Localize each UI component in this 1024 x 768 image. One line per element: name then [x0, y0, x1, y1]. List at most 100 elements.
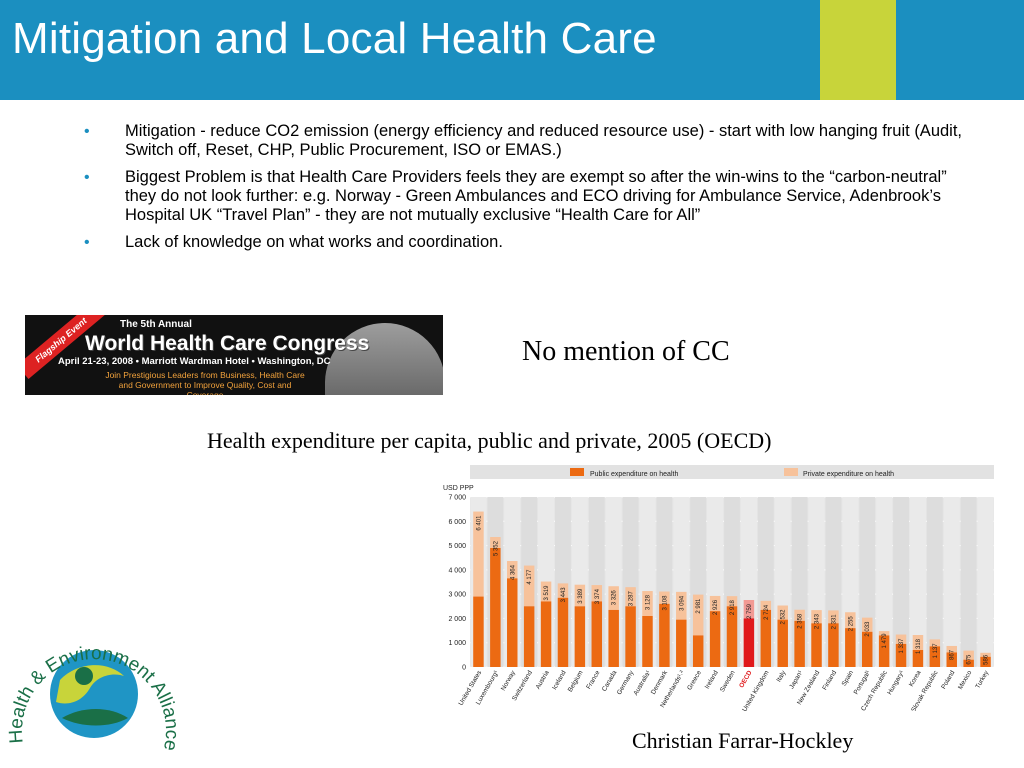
x-tick-label: OECD: [738, 669, 754, 689]
author-name: Christian Farrar-Hockley: [632, 728, 854, 753]
data-label: 2 343: [815, 613, 821, 629]
bullet-dot: •: [84, 169, 90, 186]
bar-public: [676, 619, 687, 667]
bar-public: [557, 597, 569, 667]
data-label: 586: [984, 654, 990, 665]
bar-private: [760, 600, 772, 610]
bar-private: [743, 599, 755, 619]
x-tick-label: Belgium: [567, 670, 585, 694]
data-label: 2 759: [747, 603, 753, 619]
x-tick-label: Greece: [686, 669, 703, 691]
data-label: 6 401: [476, 515, 482, 531]
data-label: 3 443: [561, 587, 567, 603]
bar-private: [912, 634, 924, 650]
bar-private: [523, 565, 535, 607]
bar-private: [895, 634, 907, 644]
bar-public: [845, 628, 856, 667]
bar-public: [591, 601, 603, 667]
x-tick-label: Austria: [535, 669, 551, 690]
y-axis-label: USD PPP: [443, 485, 474, 492]
x-tick-label: Finland: [821, 669, 838, 691]
x-tick-label: Canada: [601, 669, 619, 693]
legend-swatch-public: [570, 468, 584, 476]
bar-private: [490, 537, 501, 548]
x-tick-label: Spain: [841, 669, 856, 687]
data-label: 3 326: [612, 590, 618, 606]
data-label: 3 389: [578, 588, 584, 604]
bar-private: [726, 596, 738, 607]
no-mention-note: No mention of CC: [522, 336, 730, 367]
data-label: 3 094: [679, 595, 685, 611]
data-label: 867: [950, 649, 956, 660]
data-label: 3 374: [595, 588, 601, 604]
data-label: 3 128: [645, 594, 651, 610]
bar-public: [726, 606, 738, 667]
bar-public: [811, 623, 822, 667]
bar-public: [642, 616, 653, 667]
data-label: 2 033: [865, 621, 871, 637]
bar-private: [692, 594, 704, 636]
title-bar: Mitigation and Local Health Care: [0, 0, 1024, 100]
bar-public: [625, 606, 636, 667]
data-label: 4 177: [527, 569, 533, 585]
congress-banner: Flagship Event The 5th Annual World Heal…: [25, 315, 443, 395]
x-tick-label: Hungary¹: [886, 669, 906, 696]
bar-public: [507, 578, 518, 667]
column-band: [876, 497, 893, 667]
bar-private: [963, 650, 974, 660]
banner-tagline: Join Prestigious Leaders from Business, …: [105, 370, 305, 395]
data-label: 2 331: [831, 614, 837, 630]
bar-public: [946, 652, 957, 667]
chart-caption: Health expenditure per capita, public an…: [207, 428, 772, 453]
bullet-list: • Mitigation - reduce CO2 emission (ener…: [84, 122, 964, 260]
x-tick-label: Turkey: [974, 669, 990, 690]
logo-figure-body-icon: [62, 709, 128, 726]
y-tick-label: 5 000: [448, 543, 466, 550]
data-label: 3 287: [629, 591, 635, 607]
bar-public: [523, 606, 535, 667]
data-label: 5 352: [493, 540, 499, 556]
slide-title: Mitigation and Local Health Care: [12, 14, 657, 63]
bar-private: [929, 639, 941, 647]
data-label: 1 337: [899, 638, 905, 654]
bar-public: [608, 609, 619, 667]
logo-leaf-icon: [56, 665, 124, 704]
bullet-text: Mitigation - reduce CO2 emission (energy…: [125, 122, 963, 159]
bar-private: [980, 652, 991, 657]
title-bar-accent: [820, 0, 896, 100]
data-label: 2 918: [730, 599, 736, 615]
bar-private: [659, 591, 670, 604]
data-label: 2 358: [798, 613, 804, 629]
banner-date: April 21-23, 2008 • Marriott Wardman Hot…: [58, 356, 331, 367]
bar-private: [828, 610, 839, 624]
bar-private: [946, 645, 957, 653]
x-tick-label: Norway: [500, 669, 517, 692]
banner-name: World Health Care Congress: [85, 332, 370, 355]
logo-figure-head-icon: [75, 667, 93, 685]
bar-public: [692, 635, 704, 667]
y-tick-label: 2 000: [448, 616, 466, 623]
column-band: [926, 497, 943, 667]
data-label: 2 926: [713, 599, 719, 615]
bar-public: [963, 659, 974, 667]
bar-private: [878, 631, 890, 636]
column-band: [909, 497, 926, 667]
x-tick-label: Korea: [908, 669, 923, 688]
column-band: [893, 497, 909, 667]
data-label: 1 318: [916, 638, 922, 654]
y-tick-label: 7 000: [448, 495, 466, 502]
x-tick-label: France: [585, 669, 601, 690]
bar-public: [980, 656, 991, 667]
x-tick-label: Mexico: [957, 669, 974, 691]
bar-public: [574, 606, 586, 667]
bar-private: [709, 595, 721, 612]
hea-logo: Health & Environment Alliance: [6, 643, 182, 752]
legend-swatch-private: [784, 468, 798, 476]
column-band: [977, 497, 994, 667]
x-tick-label: Sweden: [719, 669, 737, 693]
bar-public: [828, 623, 839, 667]
bar-public: [490, 548, 501, 667]
bar-public: [878, 635, 890, 667]
y-tick-label: 3 000: [448, 592, 466, 599]
column-band: [943, 497, 960, 667]
